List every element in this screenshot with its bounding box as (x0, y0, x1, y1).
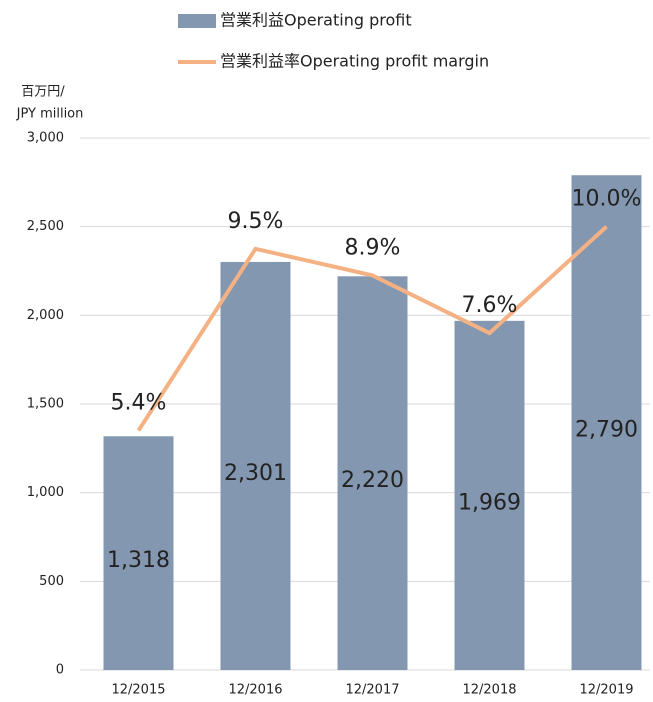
y-tick-label: 1,000 (27, 485, 64, 500)
y-tick-label: 0 (56, 663, 64, 678)
bar-value-label: 1,318 (107, 548, 170, 573)
line-value-label: 9.5% (228, 209, 284, 234)
y-tick-label: 500 (39, 574, 64, 589)
bar (571, 175, 642, 671)
y-tick-label: 2,500 (27, 219, 64, 234)
x-tick-label: 12/2018 (462, 683, 516, 698)
y-axis-label: JPY million (16, 107, 84, 122)
bar (103, 436, 174, 670)
y-tick-label: 1,500 (27, 397, 64, 412)
line-value-label: 8.9% (345, 235, 401, 260)
x-tick-label: 12/2016 (228, 683, 282, 698)
x-tick-label: 12/2015 (111, 683, 165, 698)
bar (454, 320, 525, 670)
bar-value-label: 2,301 (224, 461, 287, 486)
x-tick-label: 12/2017 (345, 683, 399, 698)
bar-value-label: 1,969 (458, 490, 521, 515)
line-value-label: 10.0% (572, 187, 642, 212)
legend-swatch (178, 14, 216, 28)
x-tick-label: 12/2019 (579, 683, 633, 698)
y-tick-label: 3,000 (27, 131, 64, 146)
line-series (136, 225, 608, 432)
bar (337, 276, 408, 670)
legend-label: 営業利益率Operating profit margin (220, 52, 489, 71)
line-value-label: 5.4% (111, 391, 167, 416)
line-value-label: 7.6% (462, 293, 518, 318)
y-tick-label: 2,000 (27, 308, 64, 323)
legend-label: 営業利益Operating profit (220, 11, 412, 30)
bar-value-label: 2,220 (341, 468, 404, 493)
bar (220, 261, 291, 670)
bar-value-label: 2,790 (575, 418, 638, 443)
y-axis-label: 百万円/ (21, 85, 65, 100)
